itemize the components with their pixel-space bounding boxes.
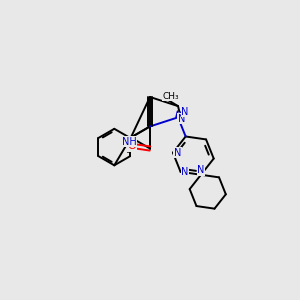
Text: NH: NH <box>122 137 137 147</box>
Text: N: N <box>197 165 205 175</box>
Text: CH₃: CH₃ <box>162 92 179 101</box>
Text: O: O <box>127 141 136 151</box>
Text: N: N <box>178 114 185 124</box>
Text: N: N <box>174 148 181 158</box>
Text: N: N <box>181 107 188 117</box>
Text: N: N <box>181 167 189 177</box>
